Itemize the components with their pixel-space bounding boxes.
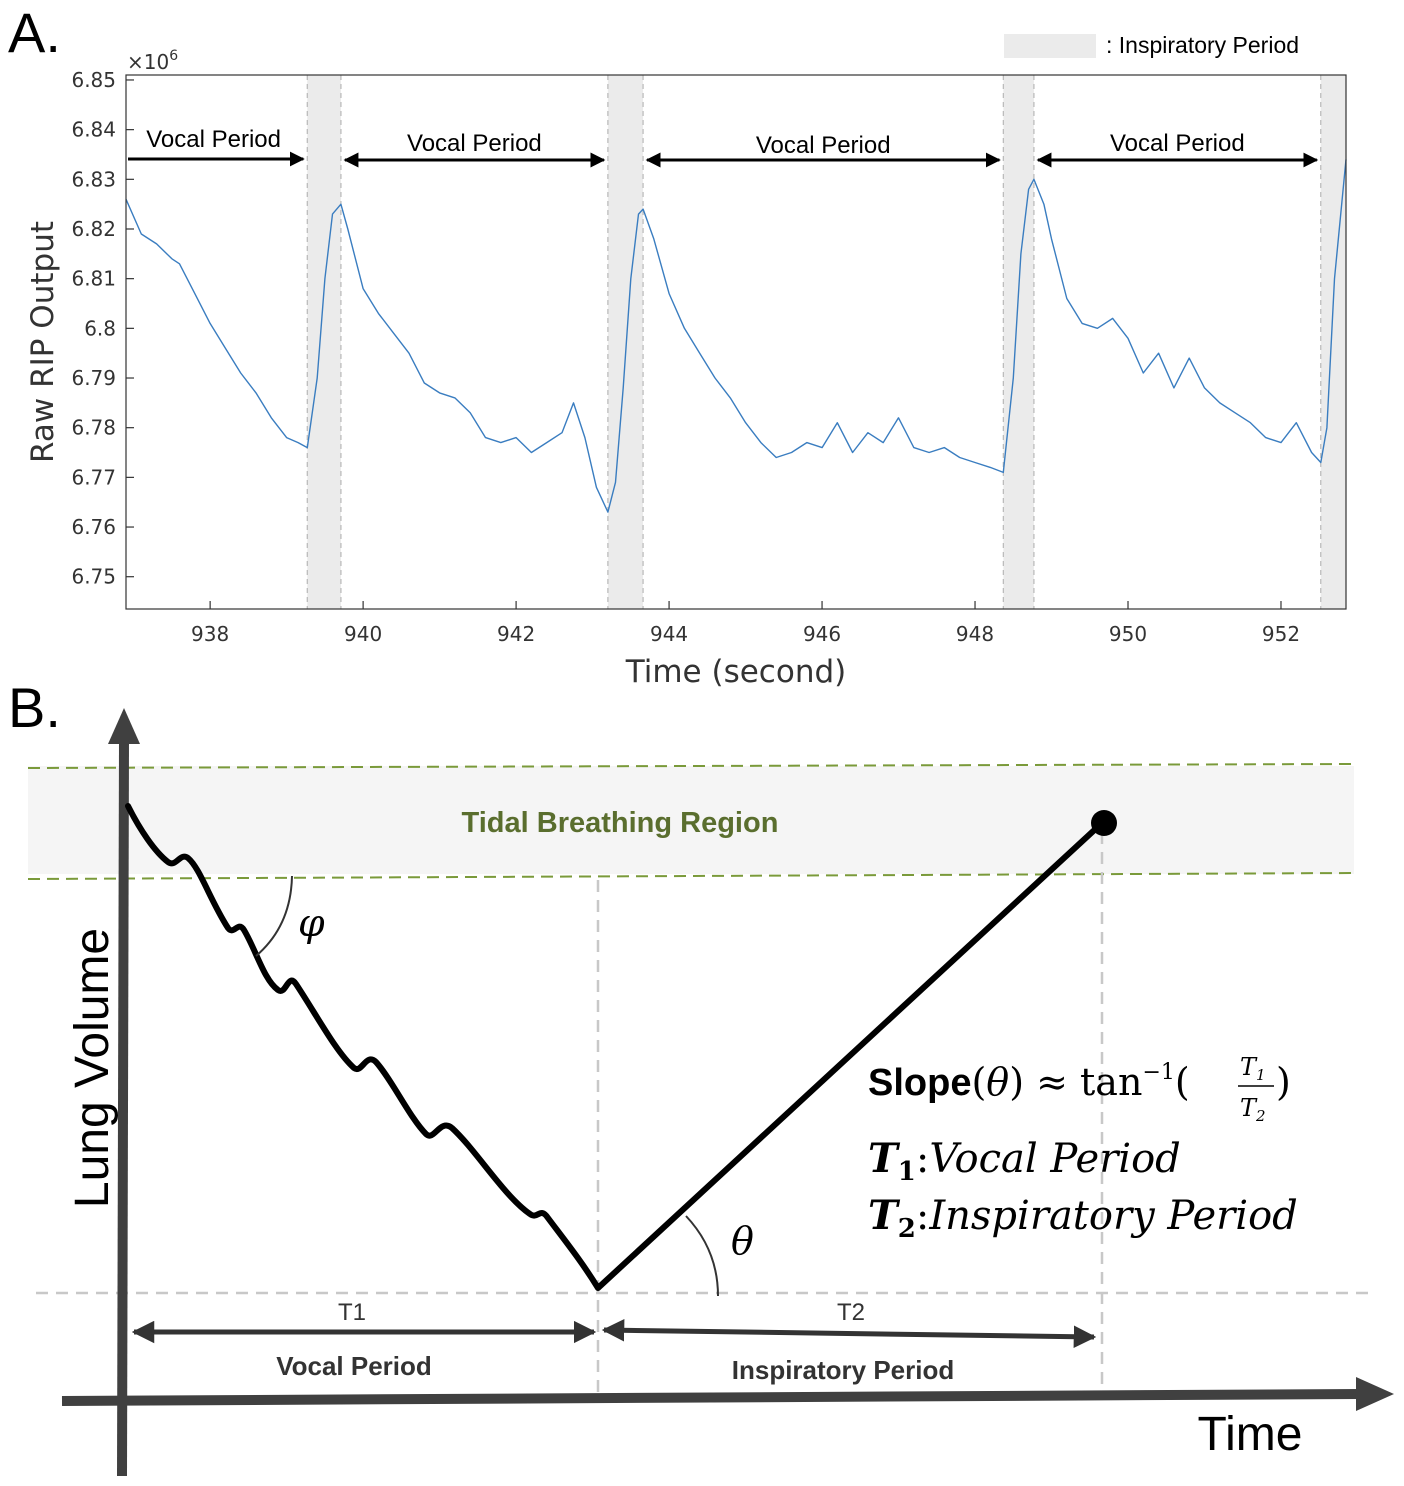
legend-swatch [1004, 34, 1096, 58]
t2-definition: T2:Inspiratory Period [868, 1192, 1298, 1244]
t1-definition: T1:Vocal Period [868, 1135, 1181, 1187]
tidal-region-lower-bound [27, 872, 1355, 880]
theta-symbol: θ [731, 1219, 754, 1263]
y-tick-label: 6.77 [71, 465, 116, 489]
chart-marks-group [125, 159, 1347, 513]
y-axis-arrowhead [108, 708, 140, 744]
y-tick-label: 6.76 [71, 515, 116, 539]
x-tick-label: 938 [191, 622, 229, 646]
y-tick-label: 6.82 [71, 217, 116, 241]
slope-formula: Slope(θ) ≈ tan−1( T1 T2 ) T1:Vocal Perio… [868, 1053, 1298, 1244]
t1-label: T1 [338, 1299, 366, 1326]
panel-a-letter: A. [8, 1, 61, 64]
panel-b-diagram: Tidal Breathing Region φ θ T1 Vocal Peri… [27, 708, 1394, 1477]
panel-a-chart: 938 940 942 944 946 948 950 952 6.75 6.76 6.77 6.78… [25, 32, 1347, 690]
inspiratory-period-band-3 [1003, 75, 1034, 609]
x-axis-label: Time (second) [625, 654, 846, 690]
y-tick-label: 6.8 [84, 316, 116, 340]
time-label: Time [1198, 1408, 1303, 1461]
inspiratory-period-band-1 [307, 75, 341, 609]
slope-formula-line: Slope(θ) ≈ tan−1( [868, 1060, 1190, 1104]
legend-label: : Inspiratory Period [1106, 32, 1299, 58]
axis-ticks-group: 938 940 942 944 946 948 950 952 6.75 6.76 6.77 6.78… [71, 68, 1300, 646]
inspiratory-shading-group [306, 75, 1346, 609]
vocal-period-label-1: Vocal Period [146, 126, 281, 153]
tidal-region-label: Tidal Breathing Region [462, 807, 779, 839]
y-exponent-label: ×106 [127, 48, 178, 74]
x-axis-arrowhead [1356, 1377, 1394, 1411]
y-tick-label: 6.85 [71, 68, 116, 92]
formula-close-paren: ) [1276, 1060, 1291, 1104]
y-tick-label: 6.75 [71, 565, 116, 589]
vocal-period-label-3: Vocal Period [756, 132, 891, 159]
lung-volume-label: Lung Volume [66, 928, 119, 1208]
phi-symbol: φ [298, 901, 325, 945]
x-tick-label: 942 [497, 622, 535, 646]
inspiratory-period-band-2 [607, 75, 644, 609]
phi-angle-arc [255, 875, 293, 957]
panel-b-letter: B. [8, 676, 61, 739]
y-tick-label: 6.81 [71, 267, 116, 291]
y-axis-label: Raw RIP Output [25, 221, 61, 463]
t1-period-label: Vocal Period [276, 1351, 432, 1381]
plot-frame [125, 74, 1347, 610]
formula-numerator: T1 [1240, 1053, 1266, 1084]
theta-angle-arc [685, 1215, 719, 1297]
y-tick-label: 6.83 [71, 167, 116, 191]
formula-denominator: T2 [1240, 1094, 1266, 1125]
x-tick-label: 948 [956, 622, 994, 646]
y-tick-label: 6.78 [71, 416, 116, 440]
vocal-period-label-4: Vocal Period [1110, 130, 1245, 157]
y-axis-line [117, 739, 129, 1477]
y-tick-label: 6.79 [71, 366, 116, 390]
x-tick-label: 940 [344, 622, 382, 646]
x-tick-label: 946 [803, 622, 841, 646]
t2-label: T2 [837, 1299, 865, 1326]
vocal-arrows-group: Vocal Period Vocal Period Vocal Period Voca… [128, 126, 1319, 168]
curve-endpoint [1091, 810, 1117, 836]
x-axis-line [61, 1389, 1361, 1406]
x-tick-label: 944 [650, 622, 688, 646]
y-tick-label: 6.84 [71, 118, 116, 142]
tidal-region-band [28, 766, 1354, 874]
x-tick-label: 950 [1109, 622, 1147, 646]
t2-arrow [601, 1319, 1097, 1348]
lung-volume-curve [125, 803, 1105, 1291]
vocal-period-label-2: Vocal Period [407, 130, 542, 157]
t2-period-label: Inspiratory Period [732, 1355, 955, 1385]
tidal-region-upper-bound [27, 763, 1355, 769]
rip-signal-line-1 [125, 159, 1347, 513]
inspiratory-period-band-4 [1320, 75, 1346, 609]
x-tick-label: 952 [1262, 622, 1300, 646]
